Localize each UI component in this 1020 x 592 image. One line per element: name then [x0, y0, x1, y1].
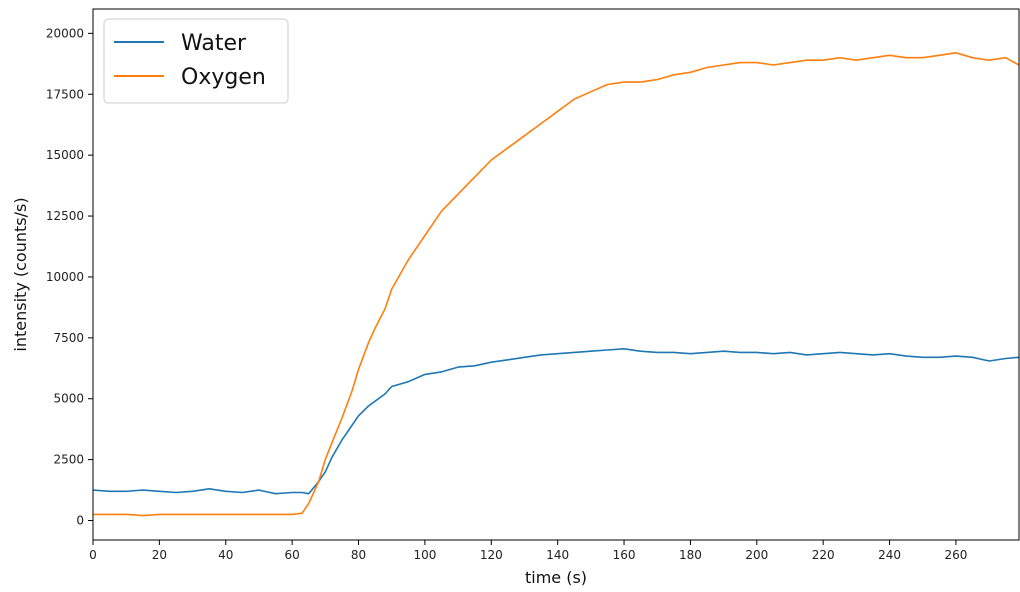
y-tick-label: 2500 — [53, 453, 84, 467]
x-axis-label: time (s) — [525, 568, 587, 587]
x-tick-label: 240 — [878, 548, 901, 562]
plot-area — [92, 51, 1020, 517]
x-tick-label: 260 — [944, 548, 967, 562]
plot-frame — [92, 8, 1020, 541]
x-tick-label: 120 — [480, 548, 503, 562]
x-tick-label: 40 — [218, 548, 233, 562]
y-tick-label: 15000 — [46, 148, 84, 162]
x-tick-label: 220 — [812, 548, 835, 562]
y-tick-label: 10000 — [46, 270, 84, 284]
y-tick-label: 20000 — [46, 26, 84, 40]
series-line-water — [92, 347, 1020, 495]
y-tick-label: 7500 — [53, 331, 84, 345]
legend-label-oxygen: Oxygen — [181, 65, 266, 90]
legend: Water Oxygen — [103, 18, 289, 104]
x-tick-label: 20 — [152, 548, 167, 562]
legend-box — [103, 18, 289, 104]
y-tick-label: 5000 — [53, 392, 84, 406]
x-tick-label: 200 — [745, 548, 768, 562]
x-tick-label: 80 — [351, 548, 366, 562]
y-tick-label: 12500 — [46, 209, 84, 223]
y-tick-label: 17500 — [46, 87, 84, 101]
legend-label-water: Water — [181, 31, 247, 56]
x-axis-ticks: 0 20 40 60 80 100 120 140 160 180 200 220 240 260 — [89, 540, 967, 562]
y-axis-ticks: 0 2500 5000 7500 10000 12500 15000 17500 20000 — [46, 26, 93, 528]
y-axis-label: intensity (counts/s) — [11, 197, 30, 351]
x-tick-label: 60 — [284, 548, 299, 562]
x-tick-label: 160 — [613, 548, 636, 562]
x-tick-label: 180 — [679, 548, 702, 562]
x-tick-label: 0 — [89, 548, 97, 562]
x-tick-label: 140 — [546, 548, 569, 562]
y-tick-label: 0 — [76, 514, 84, 528]
series-line-oxygen — [93, 51, 1020, 517]
x-tick-label: 100 — [413, 548, 436, 562]
